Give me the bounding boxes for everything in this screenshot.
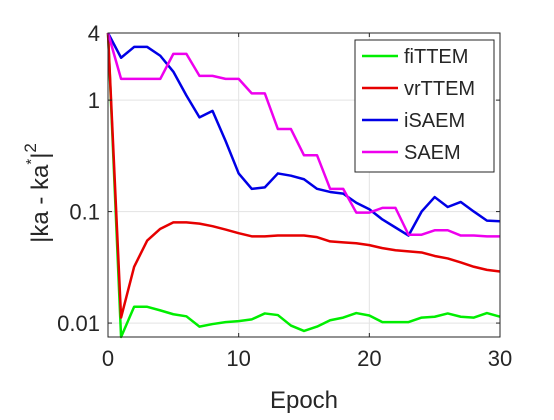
series-line-saem [106, 32, 500, 238]
y-tick-label: 0.01 [57, 311, 100, 336]
y-axis-label-star: * [23, 159, 40, 165]
legend-label: vrTTEM [404, 78, 475, 100]
x-tick-label: 30 [488, 346, 512, 371]
series-line-isaem [106, 32, 501, 237]
series-line-vrttem [106, 32, 501, 319]
legend-label: iSAEM [404, 110, 465, 132]
x-tick-label: 0 [102, 346, 114, 371]
y-axis-label-bar: | [27, 153, 54, 159]
series-layer [106, 32, 501, 339]
y-axis-label-power: 2 [21, 143, 40, 152]
legend-label: fiTTEM [404, 46, 468, 68]
legend-box [354, 39, 495, 173]
x-tick-label: 10 [226, 346, 250, 371]
ticks: 0 10 20 30 0.01 0.1 1 4 [57, 21, 512, 371]
y-tick-label: 4 [88, 21, 100, 46]
y-tick-label: 1 [88, 88, 100, 113]
y-axis-label-main: |ka - ka [27, 164, 54, 243]
svg-text:|ka - ka*|2: |ka - ka*|2 [21, 143, 54, 243]
x-axis-label: Epoch [270, 387, 338, 414]
legend: fiTTEM vrTTEM iSAEM SAEM [354, 39, 495, 173]
y-tick-label: 0.1 [69, 200, 100, 225]
series-line-fittem [106, 32, 501, 339]
y-axis-label: |ka - ka*|2 [21, 143, 54, 243]
x-tick-label: 20 [357, 346, 381, 371]
legend-label: SAEM [404, 142, 461, 164]
axes-box [107, 32, 501, 338]
